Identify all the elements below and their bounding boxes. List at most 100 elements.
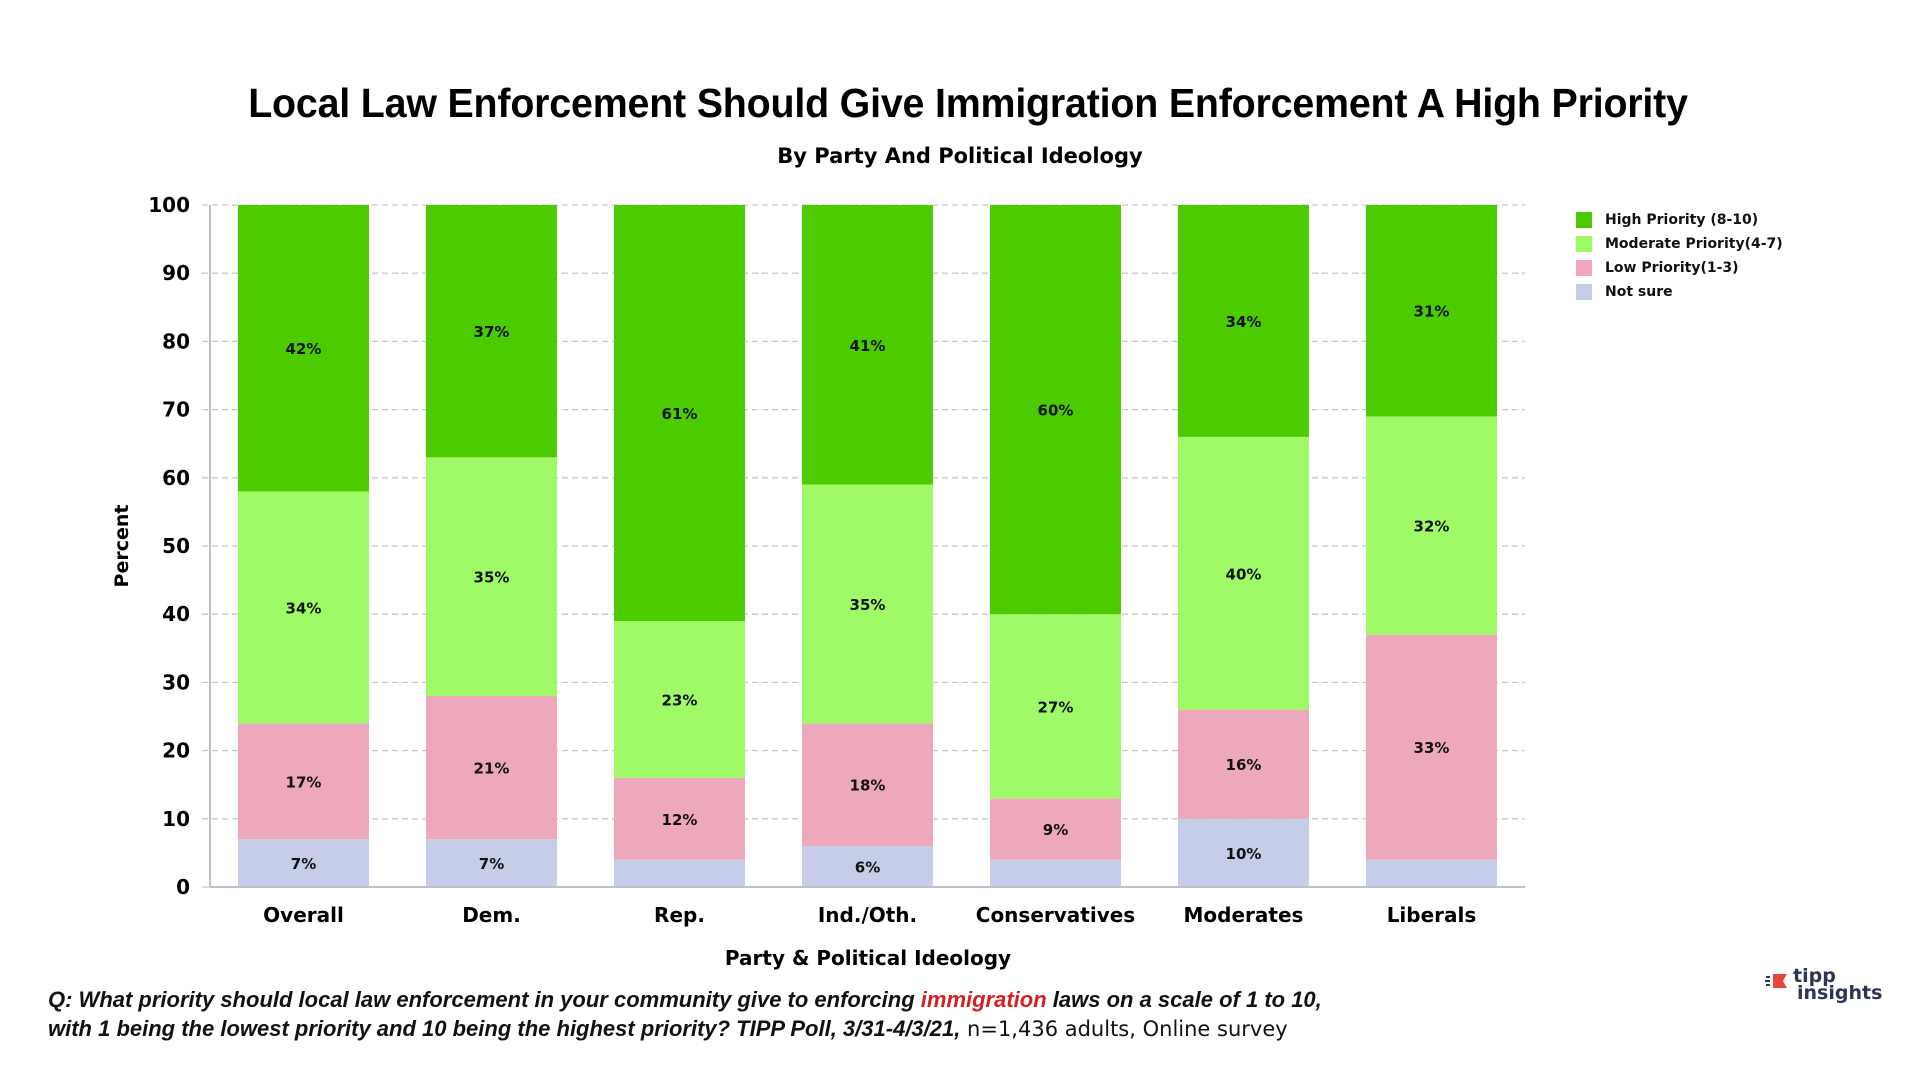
data-label: 21% <box>474 760 510 778</box>
data-label: 10% <box>1226 845 1262 863</box>
bar-segment-not-sure <box>238 839 369 887</box>
data-label: 7% <box>291 855 316 873</box>
legend-swatch-high <box>1576 212 1592 228</box>
x-tick-label: Overall <box>263 903 344 927</box>
logo-line-1: tipp <box>1793 965 1836 987</box>
y-tick-label: 100 <box>148 193 190 217</box>
data-label: 12% <box>662 811 698 829</box>
data-labels: 7% 17% 34% 42% 7% 21% 35% 37% 12% 23% 61% 6% 18% 35% 4… <box>286 303 1450 877</box>
bar-segment-moderate-priority-4-7 <box>990 614 1121 799</box>
bar-segment-low-priority-1-3 <box>802 723 933 847</box>
bar-segment-high-priority-8-10 <box>1178 205 1309 437</box>
bar-segment-high-priority-8-10 <box>614 205 745 622</box>
data-label: 6% <box>855 859 880 877</box>
logo-line-2: insights <box>1797 982 1883 1004</box>
x-tick-label: Moderates <box>1184 903 1304 927</box>
data-label: 61% <box>662 405 698 423</box>
axes: 0 10 20 30 40 50 60 70 80 90 100 Overall Dem. Rep. Ind… <box>148 193 1525 927</box>
legend: High Priority (8-10) Moderate Priority(4… <box>1576 208 1783 304</box>
bar-segment-high-priority-8-10 <box>426 205 557 458</box>
bar-segment-not-sure <box>802 846 933 887</box>
legend-swatch-not-sure <box>1576 284 1592 300</box>
data-label: 37% <box>474 323 510 341</box>
bar-segment-moderate-priority-4-7 <box>426 457 557 697</box>
legend-item-moderate: Moderate Priority(4-7) <box>1576 232 1783 256</box>
survey-question-footnote: Q: What priority should local law enforc… <box>48 985 1322 1044</box>
data-label: 17% <box>286 773 322 791</box>
question-text-line2: with 1 being the lowest priority and 10 … <box>48 1016 961 1041</box>
data-label: 9% <box>1043 821 1068 839</box>
y-tick-label: 50 <box>162 534 190 558</box>
data-label: 32% <box>1414 518 1450 536</box>
bar-segment-not-sure <box>426 839 557 887</box>
y-tick-label: 70 <box>162 398 190 422</box>
bar-segment-moderate-priority-4-7 <box>614 621 745 778</box>
data-label: 40% <box>1226 565 1262 583</box>
legend-label: High Priority (8-10) <box>1605 212 1759 228</box>
legend-label: Low Priority(1-3) <box>1605 260 1739 276</box>
data-label: 35% <box>474 569 510 587</box>
bar-segment-moderate-priority-4-7 <box>238 491 369 724</box>
footnote-line-1: Q: What priority should local law enforc… <box>48 985 1322 1014</box>
logo-wordmark: tipp insights <box>1793 965 1883 1004</box>
bar-segment-high-priority-8-10 <box>990 205 1121 615</box>
x-tick-label: Dem. <box>462 903 521 927</box>
bar-segment-low-priority-1-3 <box>426 696 557 840</box>
data-label: 18% <box>850 777 886 795</box>
bar-segment-moderate-priority-4-7 <box>802 484 933 724</box>
tipp-insights-logo: tipp insights <box>1765 965 1895 1012</box>
y-tick-label: 80 <box>162 329 190 353</box>
legend-swatch-moderate <box>1576 236 1592 252</box>
bar-segment-moderate-priority-4-7 <box>1366 416 1497 635</box>
x-tick-label: Ind./Oth. <box>818 903 917 927</box>
bar-segment-high-priority-8-10 <box>802 205 933 485</box>
chart-subtitle: By Party And Political Ideology <box>777 144 1143 168</box>
x-axis-label: Party & Political Ideology <box>725 946 1011 970</box>
bar-segment-low-priority-1-3 <box>1178 709 1309 819</box>
legend-item-high: High Priority (8-10) <box>1576 208 1783 232</box>
bar-segment-low-priority-1-3 <box>1366 634 1497 860</box>
data-label: 33% <box>1414 739 1450 757</box>
y-tick-label: 30 <box>162 670 190 694</box>
y-tick-label: 90 <box>162 261 190 285</box>
x-tick-label: Rep. <box>654 903 705 927</box>
bar-segment-high-priority-8-10 <box>238 205 369 492</box>
x-tick-label: Conservatives <box>976 903 1135 927</box>
y-tick-label: 0 <box>176 875 190 899</box>
data-label: 31% <box>1414 303 1450 321</box>
bar-segment-not-sure <box>1178 818 1309 887</box>
bar-segment-not-sure <box>990 859 1121 887</box>
data-label: 42% <box>286 340 322 358</box>
footnote-line-2: with 1 being the lowest priority and 10 … <box>48 1014 1322 1044</box>
bar-segment-low-priority-1-3 <box>990 798 1121 860</box>
y-tick-label: 60 <box>162 466 190 490</box>
x-tick-label: Liberals <box>1387 903 1477 927</box>
bar-segment-low-priority-1-3 <box>614 777 745 860</box>
data-label: 23% <box>662 691 698 709</box>
chart-title: Local Law Enforcement Should Give Immigr… <box>248 80 1688 126</box>
bar-segment-not-sure <box>1366 859 1497 887</box>
legend-item-low: Low Priority(1-3) <box>1576 256 1783 280</box>
bar-segment-low-priority-1-3 <box>238 723 369 840</box>
logo-flag-icon <box>1765 974 1787 988</box>
question-text: Q: What priority should local law enforc… <box>48 987 921 1012</box>
bars <box>238 205 1497 887</box>
legend-label: Moderate Priority(4-7) <box>1605 236 1783 252</box>
data-label: 16% <box>1226 756 1262 774</box>
sample-info: n=1,436 adults, Online survey <box>960 1017 1288 1041</box>
y-axis-label: Percent <box>111 505 133 588</box>
bar-segment-high-priority-8-10 <box>1366 205 1497 417</box>
bar-segment-moderate-priority-4-7 <box>1178 436 1309 710</box>
legend-item-not-sure: Not sure <box>1576 280 1783 304</box>
legend-swatch-low <box>1576 260 1592 276</box>
y-tick-label: 20 <box>162 739 190 763</box>
y-tick-label: 40 <box>162 602 190 626</box>
data-label: 41% <box>850 337 886 355</box>
bar-segment-not-sure <box>614 859 745 887</box>
y-tick-label: 10 <box>162 807 190 831</box>
data-label: 60% <box>1038 402 1074 420</box>
data-label: 34% <box>286 599 322 617</box>
data-label: 35% <box>850 596 886 614</box>
data-label: 34% <box>1226 313 1262 331</box>
